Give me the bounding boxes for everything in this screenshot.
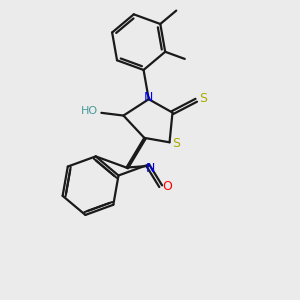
Text: HO: HO [81,106,98,116]
Text: S: S [199,92,207,105]
Text: N: N [146,162,155,175]
Text: O: O [162,180,172,193]
Text: S: S [172,137,180,150]
Text: N: N [144,91,153,104]
